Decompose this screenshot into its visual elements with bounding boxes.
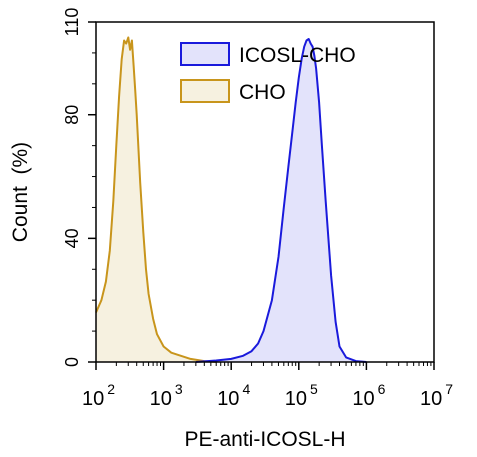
plot-areas [95, 36, 367, 363]
series-line-1 [95, 36, 217, 363]
x-tick-label: 10 6 [352, 381, 385, 410]
y-tick-label: 80 [62, 105, 82, 125]
axis-ticks: 10 2 10 3 10 4 10 5 10 6 10 7 0 40 80 110 [62, 8, 453, 410]
legend-swatch-icocsl-cho [180, 42, 230, 66]
x-axis-label: PE-anti-ICOSL-H [184, 428, 345, 451]
plot-frame [95, 21, 435, 363]
y-axis-label: Count (%) [9, 142, 32, 242]
series-fill-1 [96, 37, 217, 362]
series-line-0 [195, 38, 367, 363]
x-tick-label: 10 2 [82, 381, 115, 410]
legend-label-icosl-cho: ICOSL-CHO [239, 44, 356, 67]
y-tick-label: 110 [62, 8, 82, 37]
legend: ICOSL-CHO CHO [180, 42, 356, 104]
series-fill-0 [195, 39, 367, 362]
x-tick-label: 10 7 [420, 381, 453, 410]
legend-label-cho: CHO [239, 81, 286, 104]
y-tick-label: 40 [62, 228, 82, 248]
x-tick-label: 10 3 [150, 381, 183, 410]
x-tick-label: 10 5 [285, 381, 318, 410]
legend-swatch-cho [180, 79, 230, 103]
x-tick-label: 10 4 [217, 381, 250, 410]
y-tick-label: 0 [62, 357, 82, 367]
